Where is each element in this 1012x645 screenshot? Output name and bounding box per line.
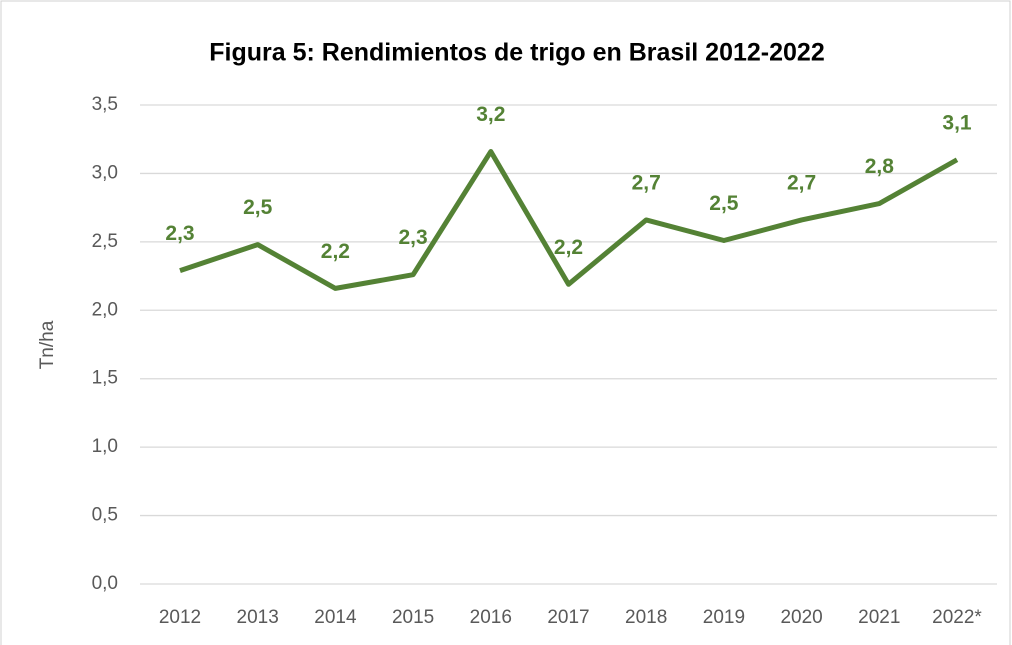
y-tick-label: 0,5	[92, 505, 118, 526]
y-tick-label: 2,0	[92, 299, 118, 320]
x-tick-label: 2013	[237, 607, 279, 628]
y-tick-label: 3,0	[92, 162, 118, 183]
x-tick-label: 2015	[392, 607, 434, 628]
data-label: 2,2	[554, 236, 583, 259]
data-label: 2,3	[165, 222, 194, 245]
x-tick-label: 2018	[625, 607, 667, 628]
x-tick-label: 2016	[470, 607, 512, 628]
chart-title: Figura 5: Rendimientos de trigo en Brasi…	[209, 39, 824, 67]
data-label: 2,2	[321, 240, 350, 263]
data-label: 3,1	[942, 111, 972, 134]
data-label: 2,3	[398, 226, 427, 249]
data-label: 2,7	[787, 172, 816, 195]
y-tick-label: 3,5	[92, 94, 118, 115]
line	[179, 149, 959, 291]
x-tick-label: 2022*	[932, 607, 982, 628]
x-tick-label: 2014	[314, 607, 357, 628]
data-label: 2,7	[632, 172, 661, 195]
y-tick-label: 0,0	[92, 573, 118, 594]
x-tick-label: 2020	[780, 607, 822, 628]
y-tick-label: 2,5	[92, 231, 118, 252]
data-label: 2,8	[865, 155, 895, 178]
x-tick-label: 2017	[547, 607, 589, 628]
y-axis-label: Tn/ha	[37, 320, 58, 369]
y-tick-label: 1,0	[92, 436, 118, 457]
x-tick-label: 2012	[159, 607, 201, 628]
x-tick-label: 2021	[858, 607, 900, 628]
y-tick-label: 1,5	[92, 368, 118, 389]
data-label: 2,5	[243, 196, 273, 219]
x-tick-label: 2019	[703, 607, 745, 628]
data-label: 3,2	[476, 103, 505, 126]
data-label: 2,5	[709, 192, 739, 215]
